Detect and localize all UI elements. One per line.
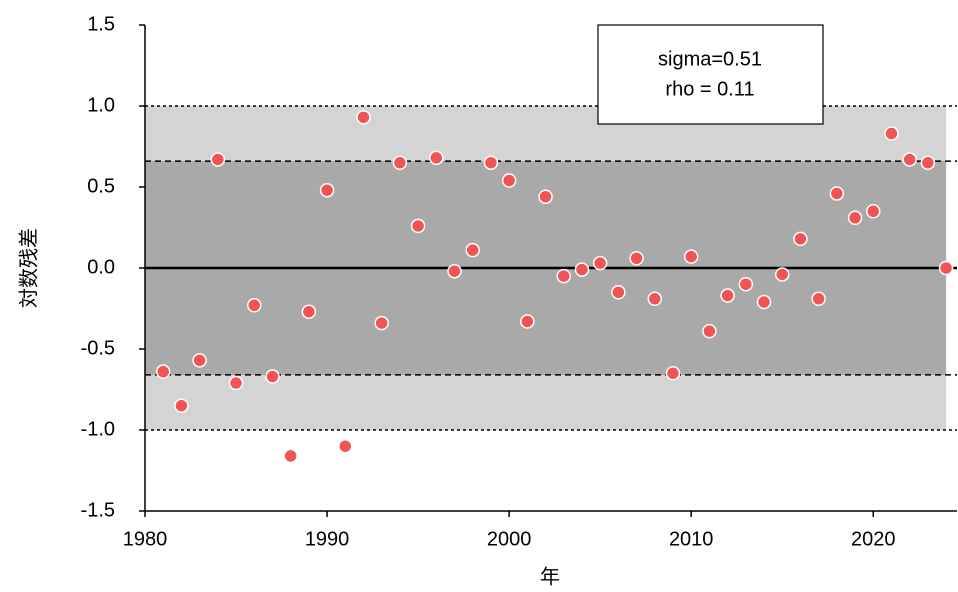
annotation-box	[597, 24, 824, 125]
point	[246, 298, 262, 313]
x-tick-label: 2010	[669, 528, 714, 550]
point	[283, 448, 298, 464]
point	[228, 375, 244, 391]
point	[811, 291, 826, 307]
point	[920, 155, 936, 170]
y-axis-label: 対数残差	[17, 228, 40, 308]
y-tick-label: 1.0	[87, 94, 115, 116]
y-tick-label: 0.5	[87, 175, 115, 197]
point	[338, 438, 353, 454]
point	[629, 251, 644, 266]
y-tick-label: 0.0	[87, 256, 115, 278]
point	[356, 110, 371, 125]
point	[465, 242, 480, 258]
point	[774, 267, 790, 282]
point	[374, 315, 389, 331]
point	[647, 291, 663, 307]
point	[520, 314, 535, 329]
point	[538, 189, 553, 204]
point	[866, 204, 881, 219]
point	[574, 262, 590, 277]
point	[392, 155, 408, 170]
point	[611, 285, 626, 300]
point	[410, 218, 426, 234]
point	[847, 210, 863, 226]
point	[174, 398, 189, 413]
point	[556, 268, 571, 284]
x-tick-label: 1990	[305, 528, 350, 550]
x-tick-label: 2020	[851, 528, 896, 550]
annotation: rho = 0.11	[665, 78, 754, 100]
point	[319, 182, 335, 198]
point	[429, 150, 444, 166]
point	[501, 173, 517, 188]
point	[793, 231, 808, 247]
x-tick-label: 2000	[487, 528, 532, 550]
point	[301, 304, 317, 319]
point	[483, 155, 499, 170]
annotation: sigma=0.51	[658, 48, 762, 70]
point	[665, 366, 681, 381]
point	[884, 126, 899, 141]
point	[192, 353, 207, 368]
x-tick-label: 1980	[123, 528, 168, 550]
y-tick-label: -0.5	[81, 337, 115, 359]
y-tick-label: -1.0	[81, 418, 115, 440]
x-axis-label: 年	[540, 565, 560, 588]
y-tick-label: 1.5	[87, 13, 115, 35]
point	[210, 152, 226, 167]
point	[938, 260, 954, 276]
point	[702, 323, 717, 339]
point	[592, 255, 608, 271]
point	[738, 276, 754, 292]
point	[829, 186, 845, 201]
point	[155, 364, 171, 379]
point	[720, 288, 735, 303]
point	[756, 294, 772, 310]
point	[265, 369, 280, 384]
y-tick-label: -1.5	[81, 499, 115, 521]
point	[447, 263, 462, 279]
point	[902, 152, 917, 167]
point	[683, 249, 699, 264]
